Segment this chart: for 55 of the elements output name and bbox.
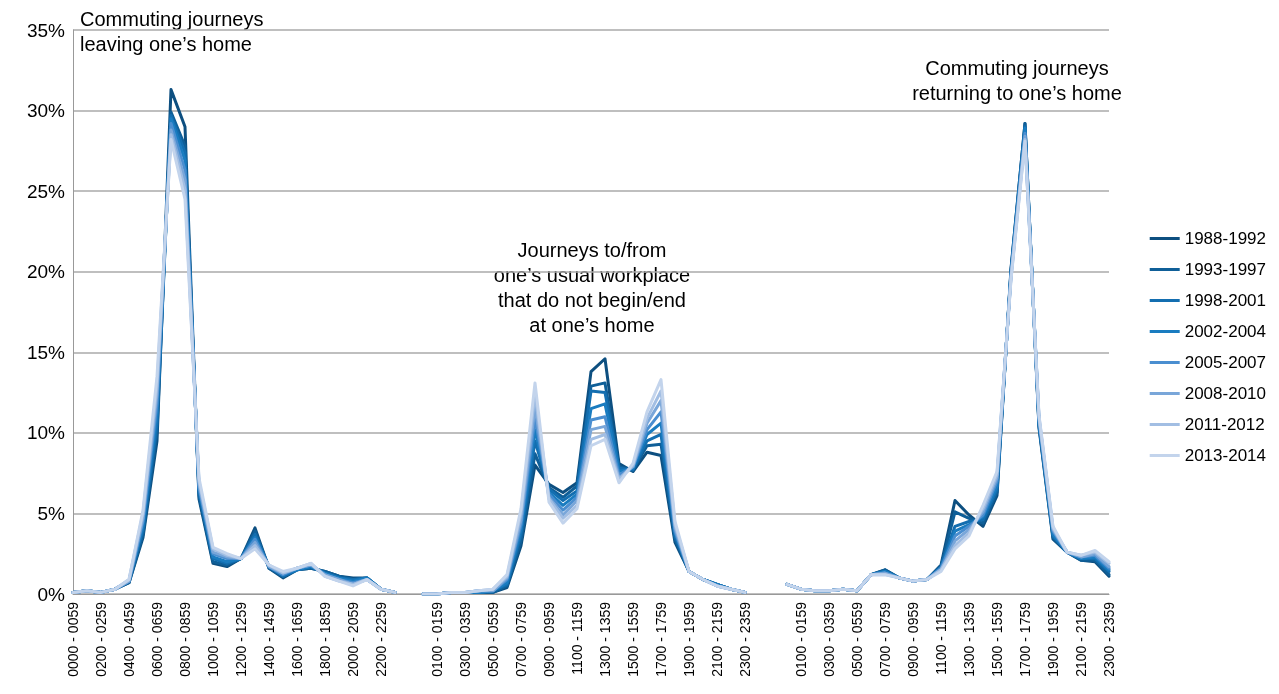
x-tick-label: 1300 - 1359 xyxy=(961,601,977,677)
x-tick-label: 2300 - 2359 xyxy=(737,601,753,677)
x-tick-label: 1900 - 1959 xyxy=(681,601,697,677)
x-tick-label: 0000 - 0059 xyxy=(65,601,81,677)
y-tick-label: 35% xyxy=(26,19,66,41)
y-tick-label: 20% xyxy=(26,261,66,283)
legend-label: 2013-2014 xyxy=(1184,446,1267,465)
annotation: Commuting journeys returning to one’s home xyxy=(912,56,1122,104)
annotation: Journeys to/from one’s usual workplace that do not begin/end at one’s home xyxy=(493,238,691,336)
legend-label: 2011-2012 xyxy=(1184,415,1265,434)
y-tick-label: 5% xyxy=(37,502,66,524)
y-tick-label: 0% xyxy=(37,583,66,605)
legend-label: 2005-2007 xyxy=(1184,353,1267,372)
legend-label: 1993-1997 xyxy=(1184,260,1267,279)
x-tick-label: 1600 - 1659 xyxy=(289,601,305,677)
y-tick-label: 30% xyxy=(26,100,66,122)
y-tick-label: 10% xyxy=(26,422,66,444)
legend-label: 2008-2010 xyxy=(1184,384,1267,403)
x-tick-label: 1000 - 1059 xyxy=(205,601,221,677)
x-tick-label: 2100 - 2159 xyxy=(709,601,725,677)
annotation: Commuting journeys leaving one’s home xyxy=(80,7,264,55)
legend-label: 1998-2001 xyxy=(1184,291,1267,310)
x-tick-label: 0600 - 0659 xyxy=(149,601,165,677)
legend-label: 2002-2004 xyxy=(1184,322,1267,341)
x-tick-label: 1500 - 1559 xyxy=(625,601,641,677)
x-tick-label: 1800 - 1859 xyxy=(317,601,333,677)
x-tick-label: 0400 - 0459 xyxy=(121,601,137,677)
x-tick-label: 0500 - 0559 xyxy=(849,601,865,677)
x-tick-label: 2000 - 2059 xyxy=(345,601,361,677)
x-tick-label: 0800 - 0859 xyxy=(177,601,193,677)
x-tick-label: 1500 - 1559 xyxy=(989,601,1005,677)
x-tick-label: 1700 - 1759 xyxy=(653,601,669,677)
x-tick-label: 1100 - 1159 xyxy=(933,601,949,675)
x-tick-label: 2100 - 2159 xyxy=(1073,601,1089,677)
x-tick-label: 0900 - 0959 xyxy=(905,601,921,677)
x-tick-label: 2300 - 2359 xyxy=(1101,601,1117,677)
x-tick-label: 1700 - 1759 xyxy=(1017,601,1033,677)
x-tick-label: 0700 - 0759 xyxy=(513,601,529,677)
x-tick-label: 0100 - 0159 xyxy=(793,601,809,677)
x-tick-label: 1300 - 1359 xyxy=(597,601,613,677)
x-tick-label: 0300 - 0359 xyxy=(821,601,837,677)
x-tick-label: 1400 - 1459 xyxy=(261,601,277,677)
x-tick-label: 1900 - 1959 xyxy=(1045,601,1061,677)
x-tick-label: 0200 - 0259 xyxy=(93,601,109,677)
x-tick-label: 0500 - 0559 xyxy=(485,601,501,677)
y-tick-label: 25% xyxy=(26,180,66,202)
legend-label: 1988-1992 xyxy=(1184,229,1267,248)
x-tick-label: 0100 - 0159 xyxy=(429,601,445,677)
y-tick-label: 15% xyxy=(26,341,66,363)
x-tick-label: 1200 - 1259 xyxy=(233,601,249,677)
x-tick-label: 0900 - 0959 xyxy=(541,601,557,677)
x-tick-label: 0700 - 0759 xyxy=(877,601,893,677)
x-tick-label: 2200 - 2259 xyxy=(373,601,389,677)
x-tick-label: 0300 - 0359 xyxy=(457,601,473,677)
x-tick-label: 1100 - 1159 xyxy=(569,601,585,675)
